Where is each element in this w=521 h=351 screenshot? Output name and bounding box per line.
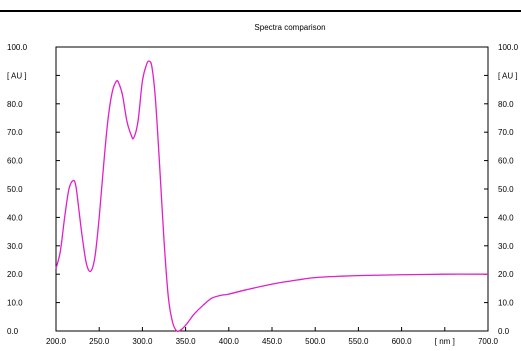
x-tick-label: 450.0: [262, 337, 283, 346]
x-tick-label: 500.0: [305, 337, 326, 346]
y-tick-label: 40.0: [7, 213, 23, 222]
y-tick-label-right: 70.0: [498, 128, 514, 137]
x-tick-label: 350.0: [176, 337, 197, 346]
y-tick-label: 80.0: [7, 100, 23, 109]
x-tick-label: 700.0: [478, 337, 499, 346]
y-axis-right: 0.0 10.0 20.0 30.0 40.0 50.0 60.0 70.0 80.0 [ AU …: [498, 43, 519, 336]
x-tick-label: 400.0: [219, 337, 240, 346]
y-axis-left: 0.0 10.0 20.0 30.0 40.0 50.0 60.0 70.0 80.0 [ AU …: [7, 43, 28, 336]
x-tick-label: 300.0: [132, 337, 153, 346]
y-tick-label-right: 60.0: [498, 157, 514, 166]
x-tick-label: 550.0: [348, 337, 369, 346]
spectrum-series-line: [55, 60, 489, 333]
y-tick-label: 70.0: [7, 128, 23, 137]
y-tick-label: 30.0: [7, 242, 23, 251]
axis-ticks: [55, 46, 489, 332]
y-tick-label: 50.0: [7, 185, 23, 194]
x-tick-label: 250.0: [89, 337, 110, 346]
y-tick-label-right: 50.0: [498, 185, 514, 194]
y-tick-label-right: 10.0: [498, 299, 514, 308]
x-tick-label: 200.0: [46, 337, 67, 346]
y-tick-label-right: 80.0: [498, 100, 514, 109]
y-tick-label: [ AU ]: [7, 71, 27, 80]
y-tick-label: 10.0: [7, 299, 23, 308]
y-tick-label-right: 20.0: [498, 270, 514, 279]
y-tick-label: 0.0: [7, 327, 19, 336]
top-border-line: [0, 10, 521, 12]
x-axis: 200.0 250.0 300.0 350.0 400.0 450.0 500.0 550.0…: [46, 337, 499, 346]
x-tick-label: [ nm ]: [435, 337, 455, 346]
x-tick-label: 600.0: [392, 337, 413, 346]
y-tick-label: 60.0: [7, 157, 23, 166]
y-tick-label-right: 40.0: [498, 213, 514, 222]
chart-title: Spectra comparison: [254, 23, 325, 32]
y-tick-label-right: 30.0: [498, 242, 514, 251]
y-tick-label-right: [ AU ]: [498, 71, 518, 80]
y-tick-label-right: 0.0: [498, 327, 510, 336]
y-tick-label: 100.0: [7, 43, 28, 52]
y-tick-label-right: 100.0: [498, 43, 519, 52]
y-tick-label: 20.0: [7, 270, 23, 279]
